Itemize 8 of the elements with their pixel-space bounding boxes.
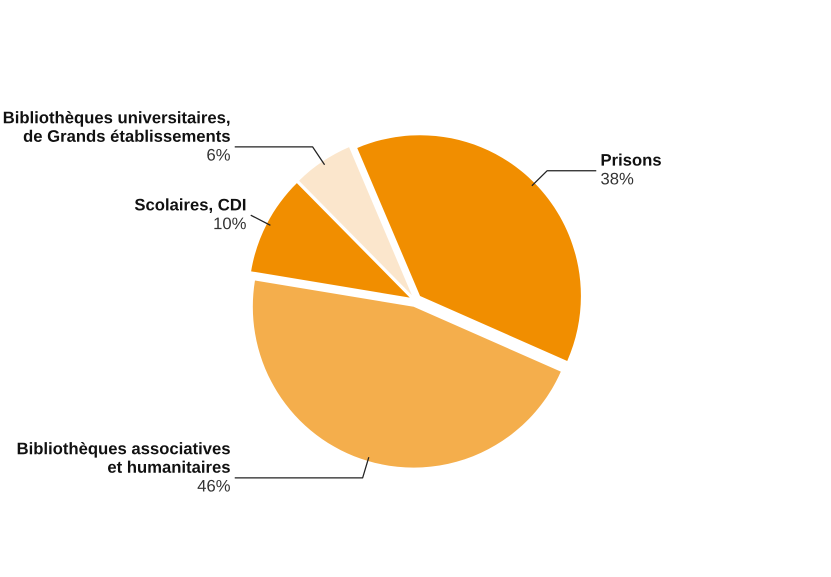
data-label: 6%	[207, 148, 230, 161]
slice-label: Scolaires, CDI	[134, 198, 246, 213]
slice-label: Bibliothèques associatives et humanitaires	[18, 442, 230, 473]
slice-label: Prisons	[602, 154, 661, 166]
data-label: 46%	[198, 480, 230, 492]
data-label: 38%	[601, 172, 634, 185]
data-label: 10%	[214, 217, 246, 230]
slice-label: Bibliothèques universitaires, de Grands établissements	[4, 111, 230, 142]
